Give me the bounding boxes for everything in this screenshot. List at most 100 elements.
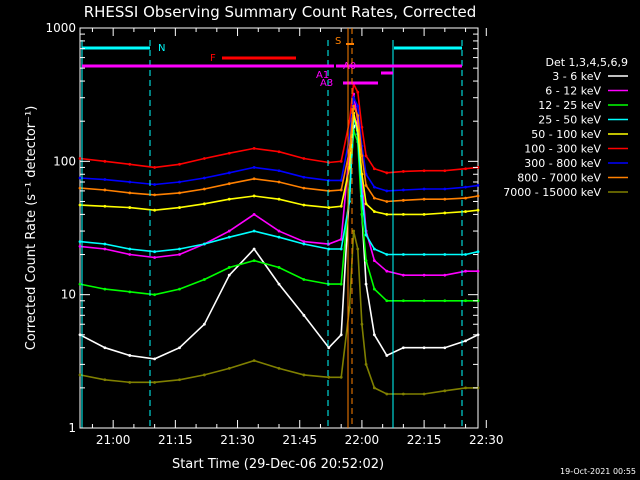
data-point — [277, 282, 281, 286]
series-line — [79, 105, 479, 203]
data-point — [422, 212, 426, 216]
data-point — [385, 299, 389, 303]
legend-title: Det 1,3,4,5,6,9 — [545, 56, 628, 69]
data-point — [327, 247, 331, 251]
data-point — [277, 266, 281, 269]
legend-entry: 300 - 800 keV — [524, 157, 601, 170]
data-point — [302, 373, 306, 377]
data-point — [227, 273, 231, 277]
data-point — [78, 186, 82, 190]
data-point — [327, 375, 331, 379]
data-point — [252, 147, 256, 150]
data-point — [252, 259, 256, 263]
data-point — [385, 253, 389, 256]
data-point — [178, 162, 181, 166]
data-point — [277, 169, 281, 173]
attenuator-label: A0 — [343, 61, 356, 72]
data-point — [385, 200, 389, 203]
data-point — [153, 250, 157, 254]
data-point — [360, 172, 364, 176]
data-point — [153, 183, 157, 186]
y-axis-label: Corrected Count Rate (s⁻¹ detector⁻¹) — [24, 106, 39, 351]
data-point — [476, 208, 480, 212]
data-point — [372, 167, 376, 171]
data-point — [339, 282, 343, 286]
data-point — [153, 208, 157, 212]
data-point — [128, 180, 132, 184]
data-point — [302, 240, 306, 244]
data-point — [153, 166, 157, 169]
data-point — [153, 256, 157, 259]
legend-entry: 3 - 6 keV — [552, 70, 601, 83]
chart-title: RHESSI Observing Summary Count Rates, Co… — [84, 3, 477, 21]
data-point — [252, 194, 256, 198]
data-point — [339, 375, 343, 379]
data-point — [360, 154, 364, 158]
data-point — [339, 178, 343, 182]
data-point — [364, 154, 368, 158]
data-point — [443, 169, 447, 173]
data-point — [202, 242, 206, 246]
data-point — [476, 194, 480, 198]
legend-entry: 7000 - 15000 keV — [503, 186, 601, 199]
data-point — [464, 167, 467, 171]
data-point — [202, 278, 206, 281]
data-point — [178, 346, 181, 350]
data-point — [103, 346, 107, 350]
data-point — [385, 354, 389, 357]
data-point — [202, 202, 206, 206]
data-point — [227, 171, 231, 175]
data-point — [252, 247, 256, 251]
data-point — [252, 177, 256, 181]
data-point — [103, 287, 107, 291]
data-point — [178, 206, 181, 209]
data-point — [372, 247, 376, 251]
series-line — [79, 94, 479, 192]
data-point — [385, 392, 389, 396]
data-point — [443, 187, 447, 191]
data-point — [422, 169, 426, 173]
data-point — [153, 357, 157, 361]
data-point — [128, 247, 132, 251]
data-point — [302, 313, 306, 317]
data-point — [443, 346, 447, 350]
data-point — [422, 273, 426, 277]
data-point — [348, 306, 351, 309]
data-point — [103, 242, 107, 246]
data-point — [364, 259, 368, 263]
data-point — [302, 186, 306, 190]
data-point — [422, 187, 426, 191]
flare-label: F — [210, 53, 216, 64]
data-point — [302, 278, 306, 281]
y-tick-label: 10 — [61, 288, 76, 302]
data-point — [78, 157, 82, 160]
data-point — [178, 253, 181, 256]
data-point — [348, 200, 351, 203]
data-point — [348, 149, 351, 153]
data-point — [78, 203, 82, 207]
data-point — [372, 259, 376, 263]
data-point — [401, 392, 405, 396]
data-point — [227, 266, 231, 269]
data-point — [364, 362, 368, 366]
data-point — [178, 180, 181, 184]
data-point — [339, 159, 343, 163]
data-point — [476, 250, 480, 254]
data-point — [327, 206, 331, 209]
data-point — [348, 166, 351, 169]
data-point — [360, 194, 364, 198]
x-tick-label: 22:30 — [469, 433, 504, 447]
data-point — [252, 229, 256, 233]
night-label: N — [158, 43, 165, 54]
data-point — [356, 114, 360, 118]
data-point — [385, 189, 389, 193]
data-point — [128, 354, 132, 357]
data-point — [464, 253, 467, 256]
data-point — [128, 162, 132, 166]
data-point — [277, 197, 281, 201]
data-point — [360, 212, 364, 216]
data-point — [443, 273, 447, 277]
legend-entry: 50 - 100 keV — [531, 128, 601, 141]
data-point — [360, 125, 364, 129]
